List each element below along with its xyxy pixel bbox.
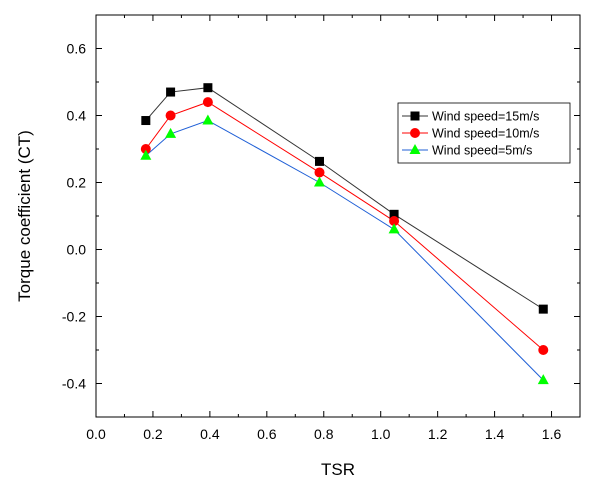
x-tick-label: 0.6	[257, 426, 277, 442]
y-tick-label: 0.6	[67, 41, 87, 57]
data-point-series-0	[314, 156, 324, 166]
x-tick-label: 1.0	[371, 426, 391, 442]
data-point-series-1	[165, 110, 176, 121]
data-point-series-2	[537, 374, 549, 385]
y-tick-label: -0.2	[62, 309, 86, 325]
data-point-series-2	[165, 127, 177, 138]
y-axis-ticks: -0.4 -0.2 0.0 0.2 0.4 0.6	[62, 14, 580, 418]
y-tick-label: 0.4	[67, 108, 87, 124]
x-tick-label: 0.8	[314, 426, 334, 442]
y-tick-label: 0.2	[67, 175, 87, 191]
data-point-series-1	[538, 345, 549, 355]
legend: Wind speed=15m/s Wind speed=10m/s Wind spe…	[397, 102, 571, 164]
x-tick-label: 1.2	[428, 426, 448, 442]
x-tick-label: 0.2	[143, 426, 163, 442]
data-point-series-0	[538, 304, 548, 314]
data-point-series-0	[389, 209, 399, 219]
legend-label: Wind speed=10m/s	[432, 127, 539, 141]
x-tick-label: 1.6	[542, 426, 562, 442]
data-point-series-1	[202, 97, 213, 108]
series-markers	[140, 83, 549, 385]
x-tick-label: 0.4	[200, 426, 220, 442]
legend-marker	[410, 128, 420, 138]
y-axis-title: Torque coefficient (CT)	[15, 130, 34, 302]
legend-marker	[410, 111, 420, 121]
data-point-series-2	[388, 223, 400, 234]
legend-label: Wind speed=5m/s	[432, 144, 532, 158]
data-point-series-2	[313, 176, 325, 187]
series-line-0	[145, 87, 544, 310]
data-point-series-2	[140, 149, 152, 160]
y-tick-label: 0.0	[67, 242, 87, 258]
data-point-series-1	[389, 216, 400, 227]
data-point-series-0	[203, 83, 213, 93]
data-point-series-0	[166, 87, 176, 97]
legend-marker	[409, 144, 421, 154]
data-point-series-1	[314, 167, 325, 178]
data-point-series-1	[140, 144, 151, 154]
data-point-series-2	[202, 114, 214, 125]
x-axis-ticks: 0.0 0.2 0.4 0.6 0.8 1.0 1.2 1.4 1.6	[86, 15, 561, 442]
data-point-series-0	[141, 116, 151, 126]
series-line-1	[145, 101, 544, 351]
legend-label: Wind speed=15m/s	[432, 110, 539, 124]
x-axis-title: TSR	[321, 460, 355, 479]
y-tick-label: -0.4	[62, 376, 86, 392]
x-tick-label: 0.0	[86, 426, 106, 442]
plot-frame	[95, 14, 581, 418]
x-tick-label: 1.4	[485, 426, 505, 442]
